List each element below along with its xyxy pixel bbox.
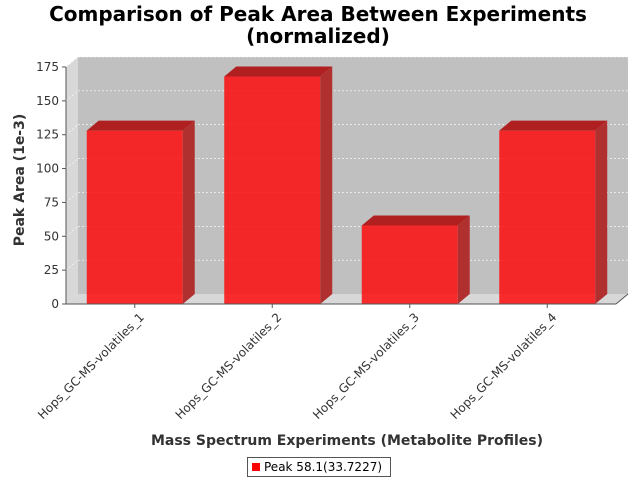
y-tick-label: 25 xyxy=(44,263,59,277)
y-tick-label: 75 xyxy=(44,195,59,209)
bar-front xyxy=(499,130,596,304)
bar-side xyxy=(182,120,195,304)
y-tick-label: 125 xyxy=(36,128,59,142)
bar xyxy=(499,120,608,304)
x-tick-label: Hops_GC-MS-volatiles_1 xyxy=(35,310,147,422)
gridline-wall xyxy=(65,124,79,135)
x-tick-label: Hops_GC-MS-volatiles_3 xyxy=(310,310,422,422)
bar xyxy=(361,215,470,304)
bars xyxy=(86,66,608,304)
bar-side xyxy=(320,66,333,304)
y-tick-label: 0 xyxy=(51,297,59,311)
plot-left-wall xyxy=(66,57,78,304)
bar xyxy=(86,120,195,304)
y-tick-label: 100 xyxy=(36,162,59,176)
y-tick-label: 150 xyxy=(36,94,59,108)
gridline-wall xyxy=(65,56,79,68)
x-axis-ticks: Hops_GC-MS-volatiles_1 Hops_GC-MS-volatil… xyxy=(35,304,559,422)
chart-title-line1: Comparison of Peak Area Between Experime… xyxy=(49,2,587,26)
y-axis-ticks: 0 25 50 75 100 125 150 175 xyxy=(36,60,66,311)
chart-title-line2: (normalized) xyxy=(246,24,390,48)
gridline-wall xyxy=(65,158,79,169)
gridline-wall xyxy=(65,90,79,102)
y-tick-label: 50 xyxy=(44,229,59,243)
x-tick-label: Hops_GC-MS-volatiles_4 xyxy=(448,310,560,422)
x-tick-label: Hops_GC-MS-volatiles_2 xyxy=(173,310,285,422)
gridline-wall xyxy=(65,226,79,237)
bar-top xyxy=(499,120,608,131)
bar-side xyxy=(595,120,608,304)
y-axis-label: Peak Area (1e-3) xyxy=(12,114,28,247)
legend-label: Peak 58.1(33.7227) xyxy=(264,460,383,474)
legend: Peak 58.1(33.7227) xyxy=(247,457,391,477)
bar-front xyxy=(86,130,183,304)
legend-swatch xyxy=(252,463,260,471)
x-axis-label: Mass Spectrum Experiments (Metabolite Pr… xyxy=(151,433,543,449)
gridline-wall xyxy=(65,192,79,203)
bar-top xyxy=(361,215,470,226)
y-tick-label: 175 xyxy=(36,60,59,74)
bar-side xyxy=(457,215,470,304)
bar xyxy=(224,66,333,304)
x-axis-depth-line xyxy=(615,293,629,305)
gridline-wall xyxy=(65,259,79,271)
bar-front xyxy=(224,76,321,304)
bar-top xyxy=(86,120,195,131)
plot-floor xyxy=(66,294,628,304)
bar-front xyxy=(361,225,458,304)
bar-top xyxy=(224,66,333,77)
gridlines xyxy=(65,56,628,271)
